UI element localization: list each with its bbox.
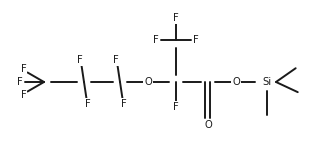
- Text: F: F: [173, 102, 179, 112]
- Text: F: F: [77, 55, 82, 65]
- Text: F: F: [85, 99, 90, 109]
- Text: F: F: [153, 35, 159, 45]
- Text: F: F: [121, 99, 127, 109]
- Text: F: F: [21, 64, 26, 73]
- Text: F: F: [21, 91, 26, 100]
- Text: F: F: [193, 35, 199, 45]
- Text: Si: Si: [262, 77, 271, 87]
- Text: O: O: [204, 120, 212, 130]
- Text: F: F: [113, 55, 118, 65]
- Text: O: O: [144, 77, 152, 87]
- Text: F: F: [17, 77, 23, 87]
- Text: F: F: [173, 13, 179, 23]
- Text: O: O: [232, 77, 240, 87]
